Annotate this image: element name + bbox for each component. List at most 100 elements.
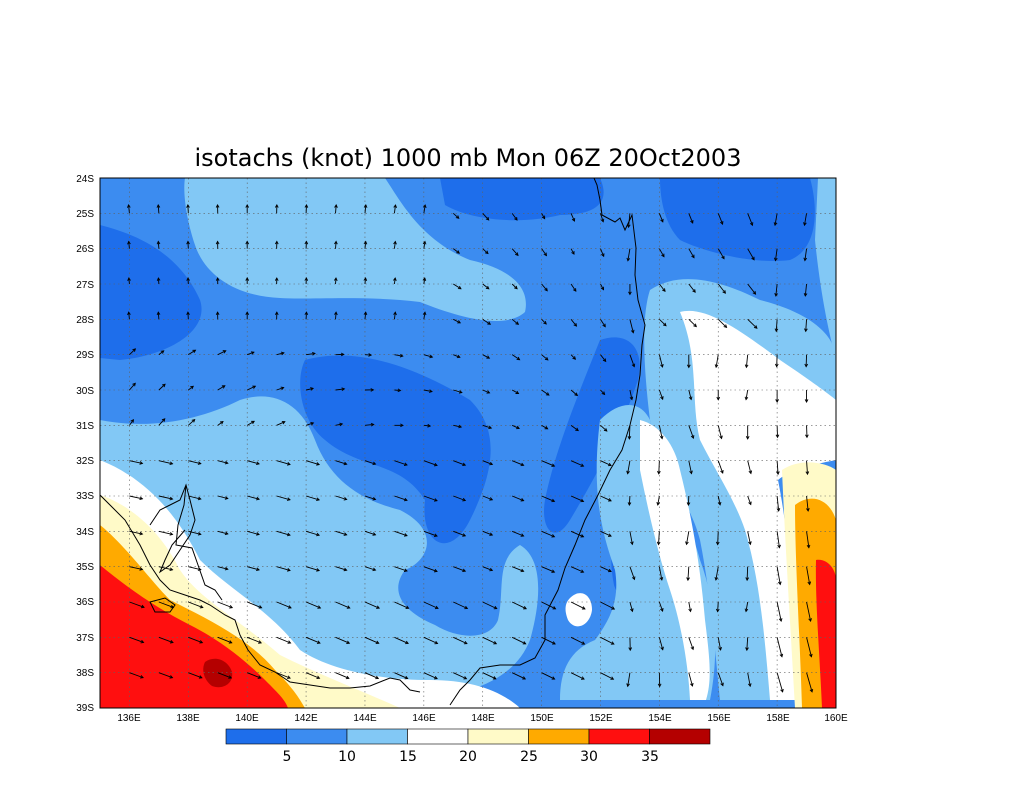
wind-arrow xyxy=(276,530,291,537)
wind-arrow xyxy=(393,204,397,214)
wind-arrow-head xyxy=(773,257,778,262)
wind-arrow-shaft xyxy=(335,204,337,214)
wind-arrow-head xyxy=(197,531,202,536)
colorbar-label: 15 xyxy=(399,749,417,765)
wind-arrow-shaft xyxy=(746,566,749,581)
colorbar-swatch xyxy=(528,728,590,745)
wind-arrow xyxy=(245,203,250,214)
wind-arrow-head xyxy=(544,426,549,430)
wind-arrow xyxy=(453,354,461,359)
wind-arrow-head xyxy=(748,541,752,546)
wind-arrow-head xyxy=(433,498,438,502)
wind-arrow-shaft xyxy=(188,672,203,679)
wind-arrow xyxy=(305,566,321,572)
wind-arrow-shaft xyxy=(276,672,291,679)
wind-arrow-head xyxy=(516,356,521,361)
wind-arrow-shaft xyxy=(364,530,376,536)
wind-arrow-head xyxy=(186,240,190,245)
wind-arrow xyxy=(570,601,586,610)
wind-arrow-head xyxy=(463,640,468,645)
x-tick-label: 148E xyxy=(471,713,495,724)
wind-arrow-shaft xyxy=(687,566,690,581)
wind-arrow-shaft xyxy=(246,420,255,426)
wind-arrow-shaft xyxy=(276,352,284,356)
contour-fills xyxy=(100,178,836,708)
wind-arrow xyxy=(600,424,608,432)
contour-30-35-east xyxy=(815,559,836,708)
wind-arrow-head xyxy=(393,240,397,245)
wind-arrow-head xyxy=(304,204,309,208)
wind-arrow-head xyxy=(456,354,461,359)
wind-arrow-head xyxy=(805,434,809,439)
wind-arrow-head xyxy=(774,328,779,333)
wind-arrow-shaft xyxy=(717,283,726,294)
wind-arrow xyxy=(364,460,377,466)
wind-arrow-head xyxy=(806,507,810,512)
wind-arrow-shaft xyxy=(247,672,261,679)
wind-arrow-head xyxy=(661,253,665,258)
wind-arrow-shaft xyxy=(158,383,166,391)
wind-arrow xyxy=(247,385,257,391)
wind-arrow xyxy=(688,601,692,613)
wind-arrow-head xyxy=(515,252,519,257)
wind-arrow-shaft xyxy=(747,460,752,474)
wind-arrow-head xyxy=(484,250,489,255)
wind-arrow-head xyxy=(224,566,229,571)
wind-arrow-shaft xyxy=(600,424,608,432)
wind-arrow-shaft xyxy=(276,387,284,391)
x-tick-label: 142E xyxy=(294,713,318,724)
contour-lt5-northeast xyxy=(660,178,815,261)
wind-arrow-shaft xyxy=(305,566,320,572)
wind-arrow-shaft xyxy=(335,530,347,536)
wind-arrow xyxy=(541,354,549,361)
wind-arrow-head xyxy=(692,289,696,293)
wind-arrow-head xyxy=(274,311,279,316)
wind-arrow xyxy=(156,240,161,249)
wind-arrow-head xyxy=(228,675,233,679)
wind-arrow-head xyxy=(602,323,606,328)
wind-arrow-shaft xyxy=(364,636,379,644)
wind-arrow xyxy=(158,350,165,356)
wind-arrow xyxy=(600,283,604,291)
wind-arrow-shaft xyxy=(627,672,631,687)
wind-arrow-head xyxy=(719,221,724,225)
wind-arrow-shaft xyxy=(247,495,260,500)
wind-arrow-head xyxy=(660,218,664,223)
wind-arrow xyxy=(305,636,321,644)
x-tick-label: 138E xyxy=(176,713,200,724)
wind-arrow-head xyxy=(340,352,345,357)
wind-arrow xyxy=(600,460,612,467)
wind-arrow-head xyxy=(626,257,631,262)
wind-arrow xyxy=(482,601,498,610)
wind-arrow-head xyxy=(718,646,722,651)
wind-arrow-shaft xyxy=(745,389,749,400)
wind-arrow-shaft xyxy=(717,213,724,225)
wind-arrow-shaft xyxy=(541,213,546,219)
wind-arrow-head xyxy=(515,321,520,325)
y-tick-label: 24S xyxy=(76,174,94,185)
wind-arrow-shaft xyxy=(775,283,778,296)
wind-arrow-head xyxy=(280,386,285,391)
wind-arrow xyxy=(306,351,316,356)
wind-arrow-shaft xyxy=(306,352,316,356)
contour-10-15-north xyxy=(184,178,526,321)
wind-arrow xyxy=(747,248,755,261)
wind-arrow-shaft xyxy=(511,424,520,429)
wind-arrow-head xyxy=(191,418,196,423)
wind-arrow xyxy=(717,248,725,260)
wind-arrow-head xyxy=(251,420,255,425)
wind-arrow xyxy=(541,213,546,220)
wind-arrow-shaft xyxy=(453,248,460,254)
wind-arrow xyxy=(335,422,344,427)
wind-arrow-shaft xyxy=(188,495,201,500)
wind-arrow-shaft xyxy=(217,636,232,644)
wind-arrow-head xyxy=(690,219,694,224)
wind-arrow-head xyxy=(363,204,368,208)
wind-arrow xyxy=(600,530,612,537)
wind-arrow-head xyxy=(198,675,203,679)
colorbar-swatch xyxy=(346,728,408,745)
wind-arrow-head xyxy=(657,470,661,475)
x-tick-label: 144E xyxy=(353,713,377,724)
wind-arrow-head xyxy=(343,461,348,466)
wind-arrow xyxy=(482,424,493,430)
